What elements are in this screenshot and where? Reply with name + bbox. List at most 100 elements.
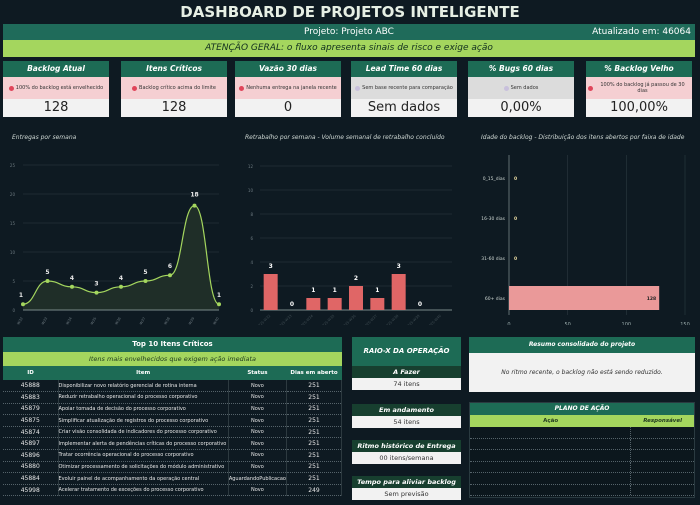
col-responsavel: Responsável [643,418,683,424]
y-tick-label: 31-60 dias [481,256,505,262]
x-tick-label: 100 [622,322,632,325]
cell-item: Tratar ocorrência operacional do process… [58,449,229,462]
cell-id: 45888 [3,380,59,393]
data-point [168,273,172,278]
chart-entregas: 051015202512025-W3252025-W3342025-W34320… [10,163,221,326]
y-tick-label: 0 [12,308,15,313]
kpi-card: % Bugs 60 dias Sem dados 0,00% [468,61,574,117]
cell-acao[interactable] [470,461,632,472]
y-tick-label: 60+ dias [485,296,506,302]
cell-item: Implementar alerta de pendências crítica… [58,437,229,451]
raiox-value-ritmo: 00 itens/semana [352,452,461,464]
data-label: 0 [514,176,517,182]
table-row[interactable]: 45884 Evoluir painel de acompanhamento da… [3,472,342,485]
kpi-message: 100% do backlog está envelhecido [3,77,109,99]
cell-status: AguardandoPublicacao [228,472,288,485]
resumo-text: No ritmo recente, o backlog não está sen… [469,353,695,392]
data-point [119,284,123,289]
cell-acao[interactable] [470,438,632,449]
raiox-panel: RAIO-X DA OPERAÇÃO A Fazer 74 itens [352,337,461,390]
kpi-message: Sem base recente para comparação [351,77,457,99]
kpi-message-text: Sem base recente para comparação [362,85,453,91]
table-row[interactable]: 45888 Disponibilizar novo relatório geren… [3,380,342,393]
data-label: 0 [514,216,517,222]
cell-item: Reduzir retrabalho operacional do proces… [58,391,229,404]
cell-acao[interactable] [470,473,632,484]
table-row[interactable]: 45879 Apoiar tomada de decisão do process… [3,403,342,416]
kpi-card: Lead Time 60 dias Sem base recente para … [351,61,457,117]
kpi-title: Itens Críticos [121,61,227,77]
cell-id: 45883 [3,391,59,404]
x-tick-label: 2025-W33 [277,314,293,325]
gray-circle-icon [503,85,509,91]
cell-acao[interactable] [470,450,632,461]
cell-item: Apoiar tomada de decisão do processo cor… [58,403,229,416]
kpi-message-text: Nenhuma entrega na janela recente [246,85,337,91]
plano-row[interactable] [470,473,694,485]
bar [349,286,363,310]
table-row[interactable]: 45874 Criar visão consolidada de indicado… [3,426,342,439]
bar [327,298,342,310]
x-tick-label: 2025-W39 [183,317,195,326]
raiox-label-tempo: Tempo para aliviar backlog [352,476,461,488]
cell-item: Simplificar atualização de registros do … [58,414,229,427]
cell-dias: 251 [286,472,342,485]
data-label: 3 [269,263,273,270]
data-label: 4 [119,275,123,282]
cell-id: 45896 [3,449,59,462]
col-status: Status [228,366,287,380]
table-row[interactable]: 45998 Acelerar tratamento de exceções do … [3,484,342,497]
top10-title: Top 10 Itens Críticos [3,337,342,352]
table-row[interactable]: 45896 Tratar ocorrência operacional do pr… [3,449,342,462]
cell-item: Otimizar processamento de solicitações d… [58,461,229,474]
plano-title: PLANO DE AÇÃO [470,403,694,415]
plano-row[interactable] [470,427,694,439]
kpi-message: Nenhuma entrega na janela recente [235,77,341,99]
x-tick-label: 50 [564,322,570,325]
cell-id: 45880 [3,461,59,474]
cell-acao[interactable] [470,484,632,495]
cell-status: Novo [228,461,288,474]
raiox-label-ritmo: Ritmo histórico de Entrega [352,440,461,452]
data-point [217,302,221,307]
kpi-card: Vazão 30 dias Nenhuma entrega na janela … [235,61,341,117]
plano-row[interactable] [470,461,694,473]
cell-id: 45879 [3,403,59,416]
plano-row[interactable] [470,484,694,496]
x-tick-label: 2025-W33 [36,317,48,326]
cell-dias: 249 [286,484,342,497]
cell-acao[interactable] [470,427,632,438]
table-row[interactable]: 45880 Otimizar processamento de solicitaç… [3,461,342,474]
bar [263,274,278,310]
x-tick-label: 0 [507,322,510,325]
y-tick-label: 2 [250,284,253,289]
plano-row[interactable] [470,450,694,462]
cell-item: Disponibilizar novo relatório gerencial … [58,380,229,393]
table-row[interactable]: 45883 Reduzir retrabalho operacional do p… [3,391,342,404]
raiox-value-andamento: 54 itens [352,416,461,428]
kpi-card: Itens Críticos Backlog crítico acima do … [121,61,227,117]
kpi-value: Sem dados [351,99,457,117]
x-tick-label: 2025-W39 [405,314,421,325]
table-row[interactable]: 45875 Simplificar atualização de registro… [3,414,342,427]
col-acao: Ação [543,418,559,424]
kpi-card: Backlog Atual 100% do backlog está envel… [3,61,109,117]
y-tick-label: 6 [250,236,253,241]
red-circle-icon [588,85,593,91]
raiox-value-tempo: Sem previsão [352,488,461,500]
y-tick-label: 5 [12,279,15,284]
x-tick-label: 2025-W37 [363,314,379,325]
data-label: 0 [514,256,517,262]
x-tick-label: 2025-W34 [299,313,315,325]
data-point [192,203,197,208]
table-row[interactable]: 45897 Implementar alerta de pendências cr… [3,437,342,451]
cell-status: Novo [228,449,288,462]
data-label: 2 [354,275,358,282]
kpi-message: 100% do backlog já passou de 30 dias [586,77,692,99]
cell-id: 45884 [3,472,59,485]
data-label: 4 [70,275,74,282]
cell-id: 45874 [3,426,59,439]
kpi-value: 128 [121,99,227,117]
raiox-value-afazer: 74 itens [352,378,461,390]
plano-row[interactable] [470,438,694,450]
